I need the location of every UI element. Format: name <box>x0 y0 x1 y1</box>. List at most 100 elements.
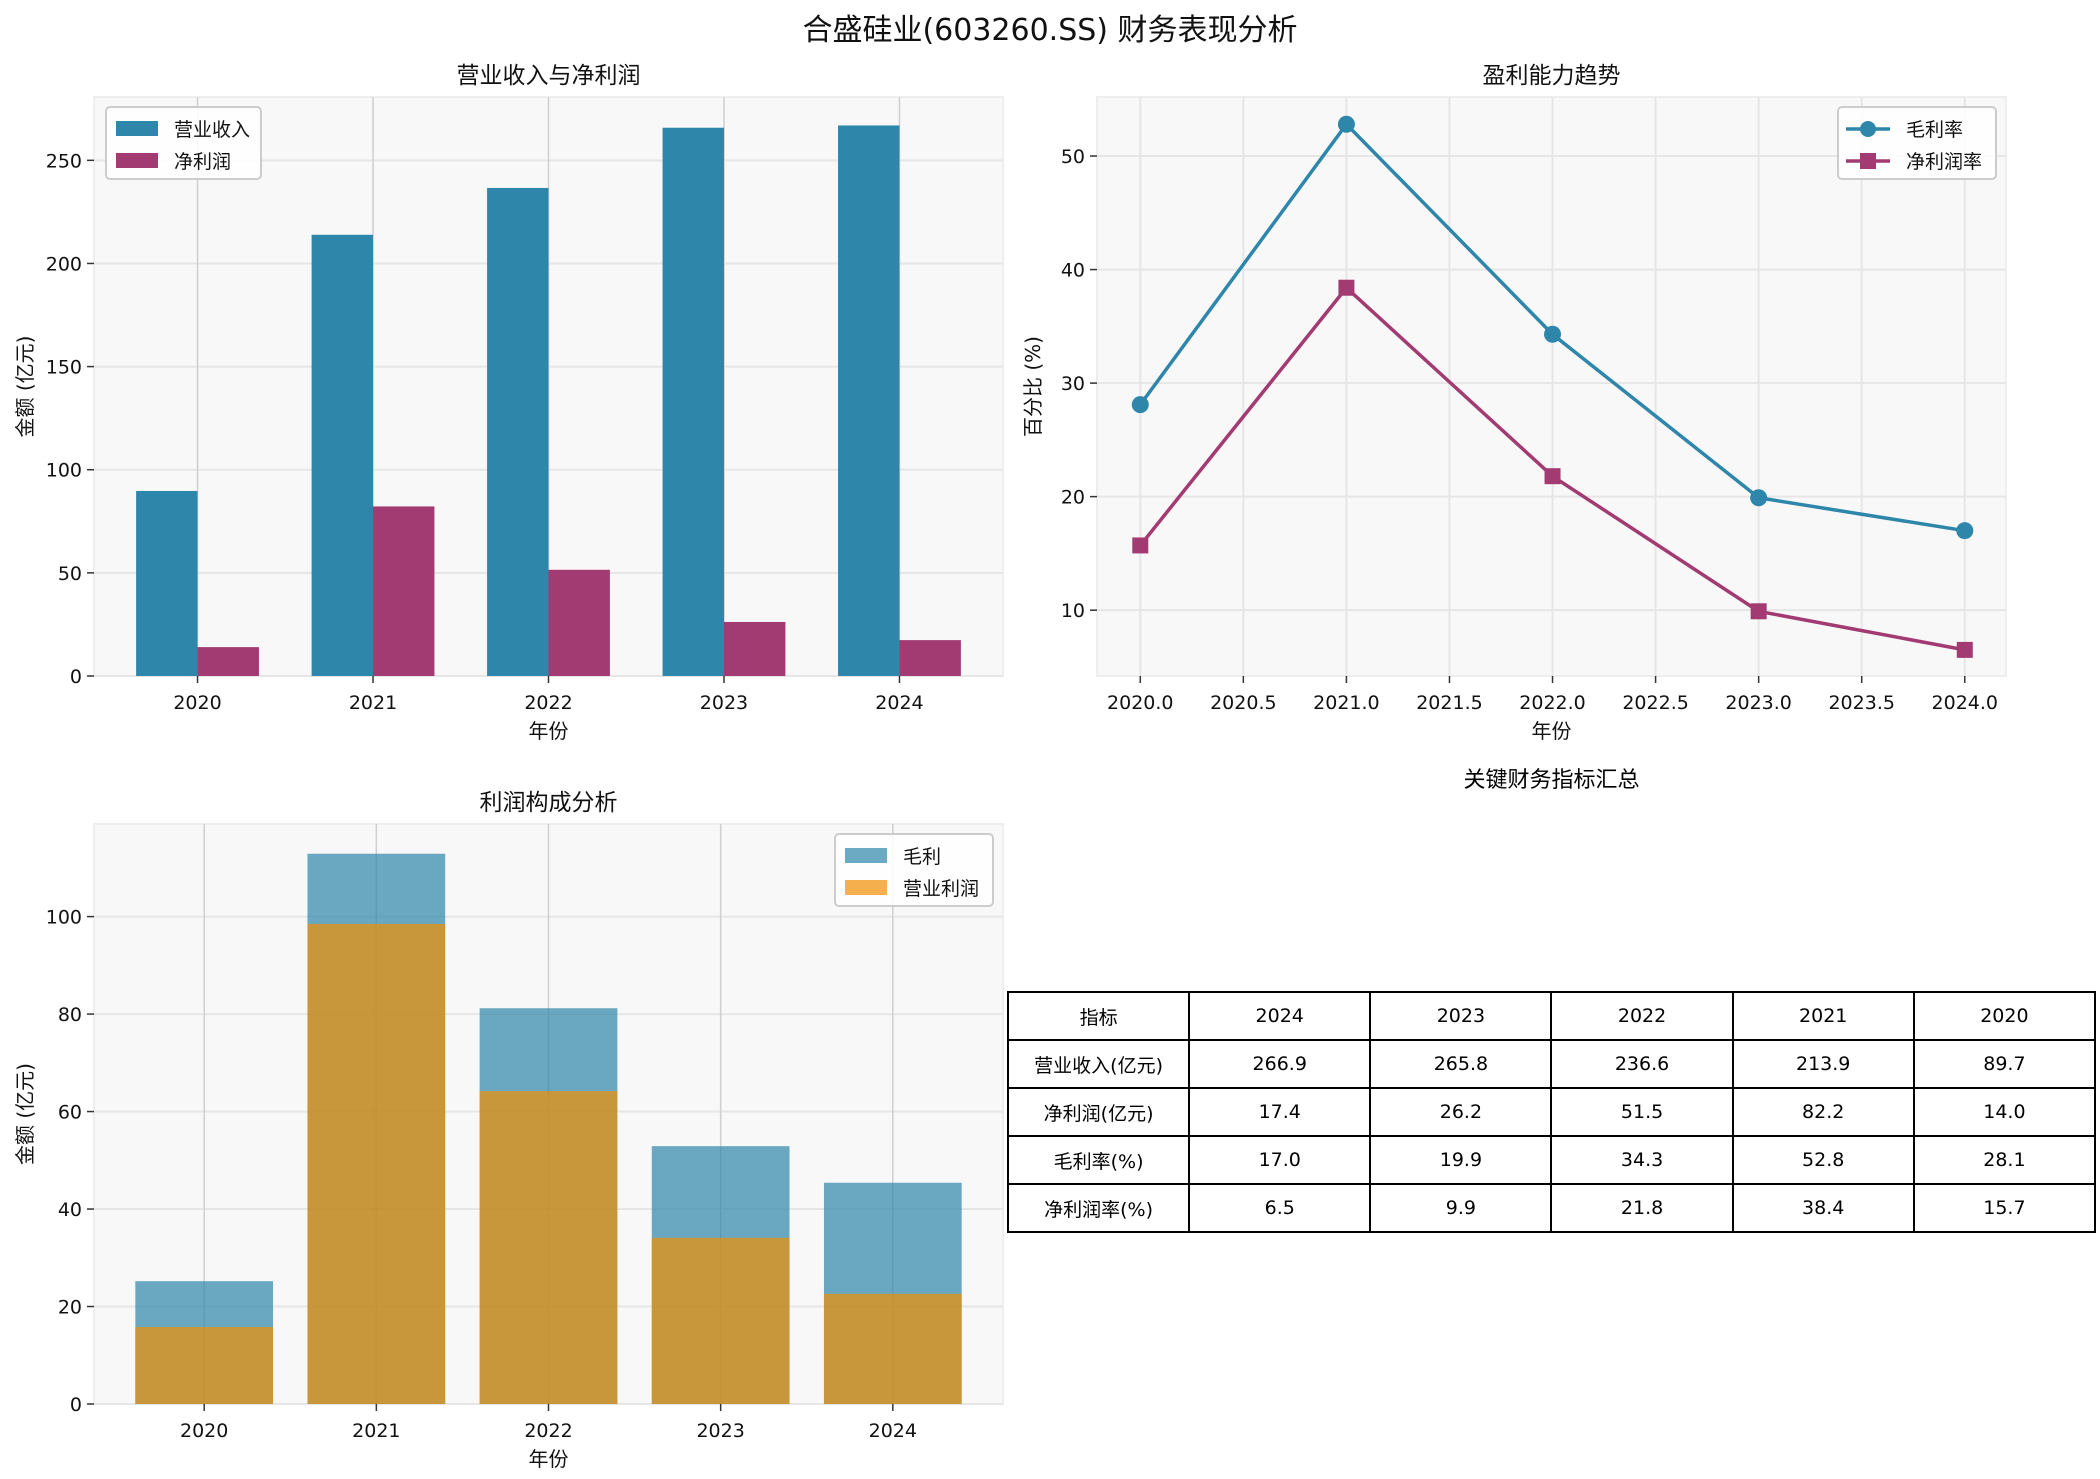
x-tick-label: 2023.0 <box>1725 692 1791 714</box>
legend-swatch <box>116 153 158 168</box>
point-gross-margin-2020 <box>1131 396 1149 414</box>
x-tick-label: 2022 <box>524 1420 572 1442</box>
legend-swatch <box>116 121 158 136</box>
x-tick-label: 2021 <box>352 1420 400 1442</box>
bar-revenue-2022 <box>487 187 549 676</box>
bar-net-profit-2021 <box>373 506 435 676</box>
x-tick-label: 2020 <box>180 1420 228 1442</box>
x-tick-label: 2020.0 <box>1107 692 1173 714</box>
table-cell: 52.8 <box>1731 1135 1915 1185</box>
point-gross-margin-2023 <box>1750 489 1768 507</box>
y-tick-label: 100 <box>46 460 82 482</box>
table-header-row: 指标 2024 2023 2022 2021 2020 <box>1006 991 2097 1041</box>
table-cell: 17.4 <box>1188 1087 1372 1137</box>
table-cell: 9.9 <box>1369 1183 1553 1233</box>
y-tick-label: 60 <box>58 1102 82 1124</box>
bar-operating-profit-2023 <box>651 1237 790 1404</box>
chart-title: 盈利能力趋势 <box>1483 63 1621 89</box>
y-tick-label: 40 <box>1061 260 1085 282</box>
x-tick-label: 2023 <box>696 1420 744 1442</box>
point-net-margin-2022 <box>1544 468 1561 485</box>
legend-label: 营业利润 <box>903 878 979 900</box>
legend-label: 营业收入 <box>174 119 250 141</box>
y-tick-label: 200 <box>46 253 82 275</box>
y-tick-label: 30 <box>1061 373 1085 395</box>
bar-operating-profit-2022 <box>479 1091 618 1404</box>
table-cell: 14.0 <box>1912 1087 2097 1137</box>
table-cell: 21.8 <box>1550 1183 1734 1233</box>
table-cell: 51.5 <box>1550 1087 1734 1137</box>
y-tick-label: 50 <box>1061 146 1085 168</box>
table-row: 净利润(亿元) 17.4 26.2 51.5 82.2 14.0 <box>1006 1087 2097 1137</box>
x-tick-label: 2021.0 <box>1313 692 1379 714</box>
y-tick-label: 250 <box>46 150 82 172</box>
legend-label: 毛利 <box>903 846 941 868</box>
x-axis-label: 年份 <box>529 1447 569 1471</box>
table-cell: 净利润(亿元) <box>1006 1087 1191 1137</box>
table-cell: 毛利率(%) <box>1006 1135 1191 1185</box>
x-tick-label: 2021 <box>349 692 397 714</box>
y-tick-label: 20 <box>1061 487 1085 509</box>
plot-area <box>1096 96 2007 677</box>
legend-swatch <box>845 880 887 895</box>
y-tick-label: 100 <box>46 907 82 929</box>
point-net-margin-2021 <box>1338 279 1355 296</box>
table-cell: 89.7 <box>1912 1039 2097 1089</box>
table-cell: 净利润率(%) <box>1006 1183 1191 1233</box>
bar-net-profit-2022 <box>548 569 610 676</box>
legend-marker-square <box>1860 153 1876 169</box>
x-tick-label: 2022 <box>524 692 572 714</box>
table-cell: 2020 <box>1912 991 2097 1041</box>
y-tick-label: 40 <box>58 1199 82 1221</box>
point-net-margin-2020 <box>1132 537 1149 554</box>
y-tick-label: 150 <box>46 357 82 379</box>
x-tick-label: 2022.0 <box>1519 692 1585 714</box>
table-cell: 营业收入(亿元) <box>1006 1039 1191 1089</box>
table-cell: 19.9 <box>1369 1135 1553 1185</box>
legend-label: 净利润率 <box>1906 151 1982 173</box>
bar-net-profit-2024 <box>899 640 961 676</box>
chart-title: 营业收入与净利润 <box>457 63 641 89</box>
bar-revenue-2020 <box>136 490 198 676</box>
table-cell: 38.4 <box>1731 1183 1915 1233</box>
chart-3: 0 20 40 60 80 100 2020 2021 2022 2023 2024 利润构成分析年份… <box>13 790 1004 1471</box>
point-gross-margin-2024 <box>1956 522 1974 540</box>
table-cell: 213.9 <box>1731 1039 1915 1089</box>
point-gross-margin-2021 <box>1337 115 1355 133</box>
bar-operating-profit-2020 <box>135 1326 274 1404</box>
x-axis-label: 年份 <box>529 719 569 743</box>
table-cell: 28.1 <box>1912 1135 2097 1185</box>
table-cell: 236.6 <box>1550 1039 1734 1089</box>
legend-marker-circle <box>1860 121 1876 137</box>
bar-operating-profit-2024 <box>823 1293 962 1404</box>
table-cell: 2024 <box>1188 991 1372 1041</box>
x-tick-label: 2020 <box>173 692 221 714</box>
y-tick-label: 20 <box>58 1297 82 1319</box>
table-cell: 82.2 <box>1731 1087 1915 1137</box>
figure-title: 合盛硅业(603260.SS) 财务表现分析 <box>802 13 1297 48</box>
table-cell: 6.5 <box>1188 1183 1372 1233</box>
y-axis-label: 金额 (亿元) <box>13 336 37 438</box>
bar-revenue-2024 <box>838 125 900 676</box>
x-tick-label: 2021.5 <box>1416 692 1482 714</box>
table-cell: 34.3 <box>1550 1135 1734 1185</box>
y-tick-label: 0 <box>70 1394 82 1416</box>
point-net-margin-2024 <box>1956 641 1973 658</box>
bar-net-profit-2023 <box>723 621 786 676</box>
table-cell: 指标 <box>1006 991 1191 1041</box>
table-cell: 2022 <box>1550 991 1734 1041</box>
x-tick-label: 2024 <box>875 692 923 714</box>
table-row: 净利润率(%) 6.5 9.9 21.8 38.4 15.7 <box>1006 1183 2097 1233</box>
x-tick-label: 2022.5 <box>1622 692 1688 714</box>
x-axis-label: 年份 <box>1532 719 1572 743</box>
summary-table: 指标 2024 2023 2022 2021 2020 营业收入(亿元) 266.9 265.8… <box>1006 991 2097 1233</box>
bar-revenue-2021 <box>311 234 374 676</box>
table-cell: 17.0 <box>1188 1135 1372 1185</box>
bar-revenue-2023 <box>662 127 724 676</box>
bar-operating-profit-2021 <box>307 923 446 1404</box>
legend-swatch <box>845 848 887 863</box>
